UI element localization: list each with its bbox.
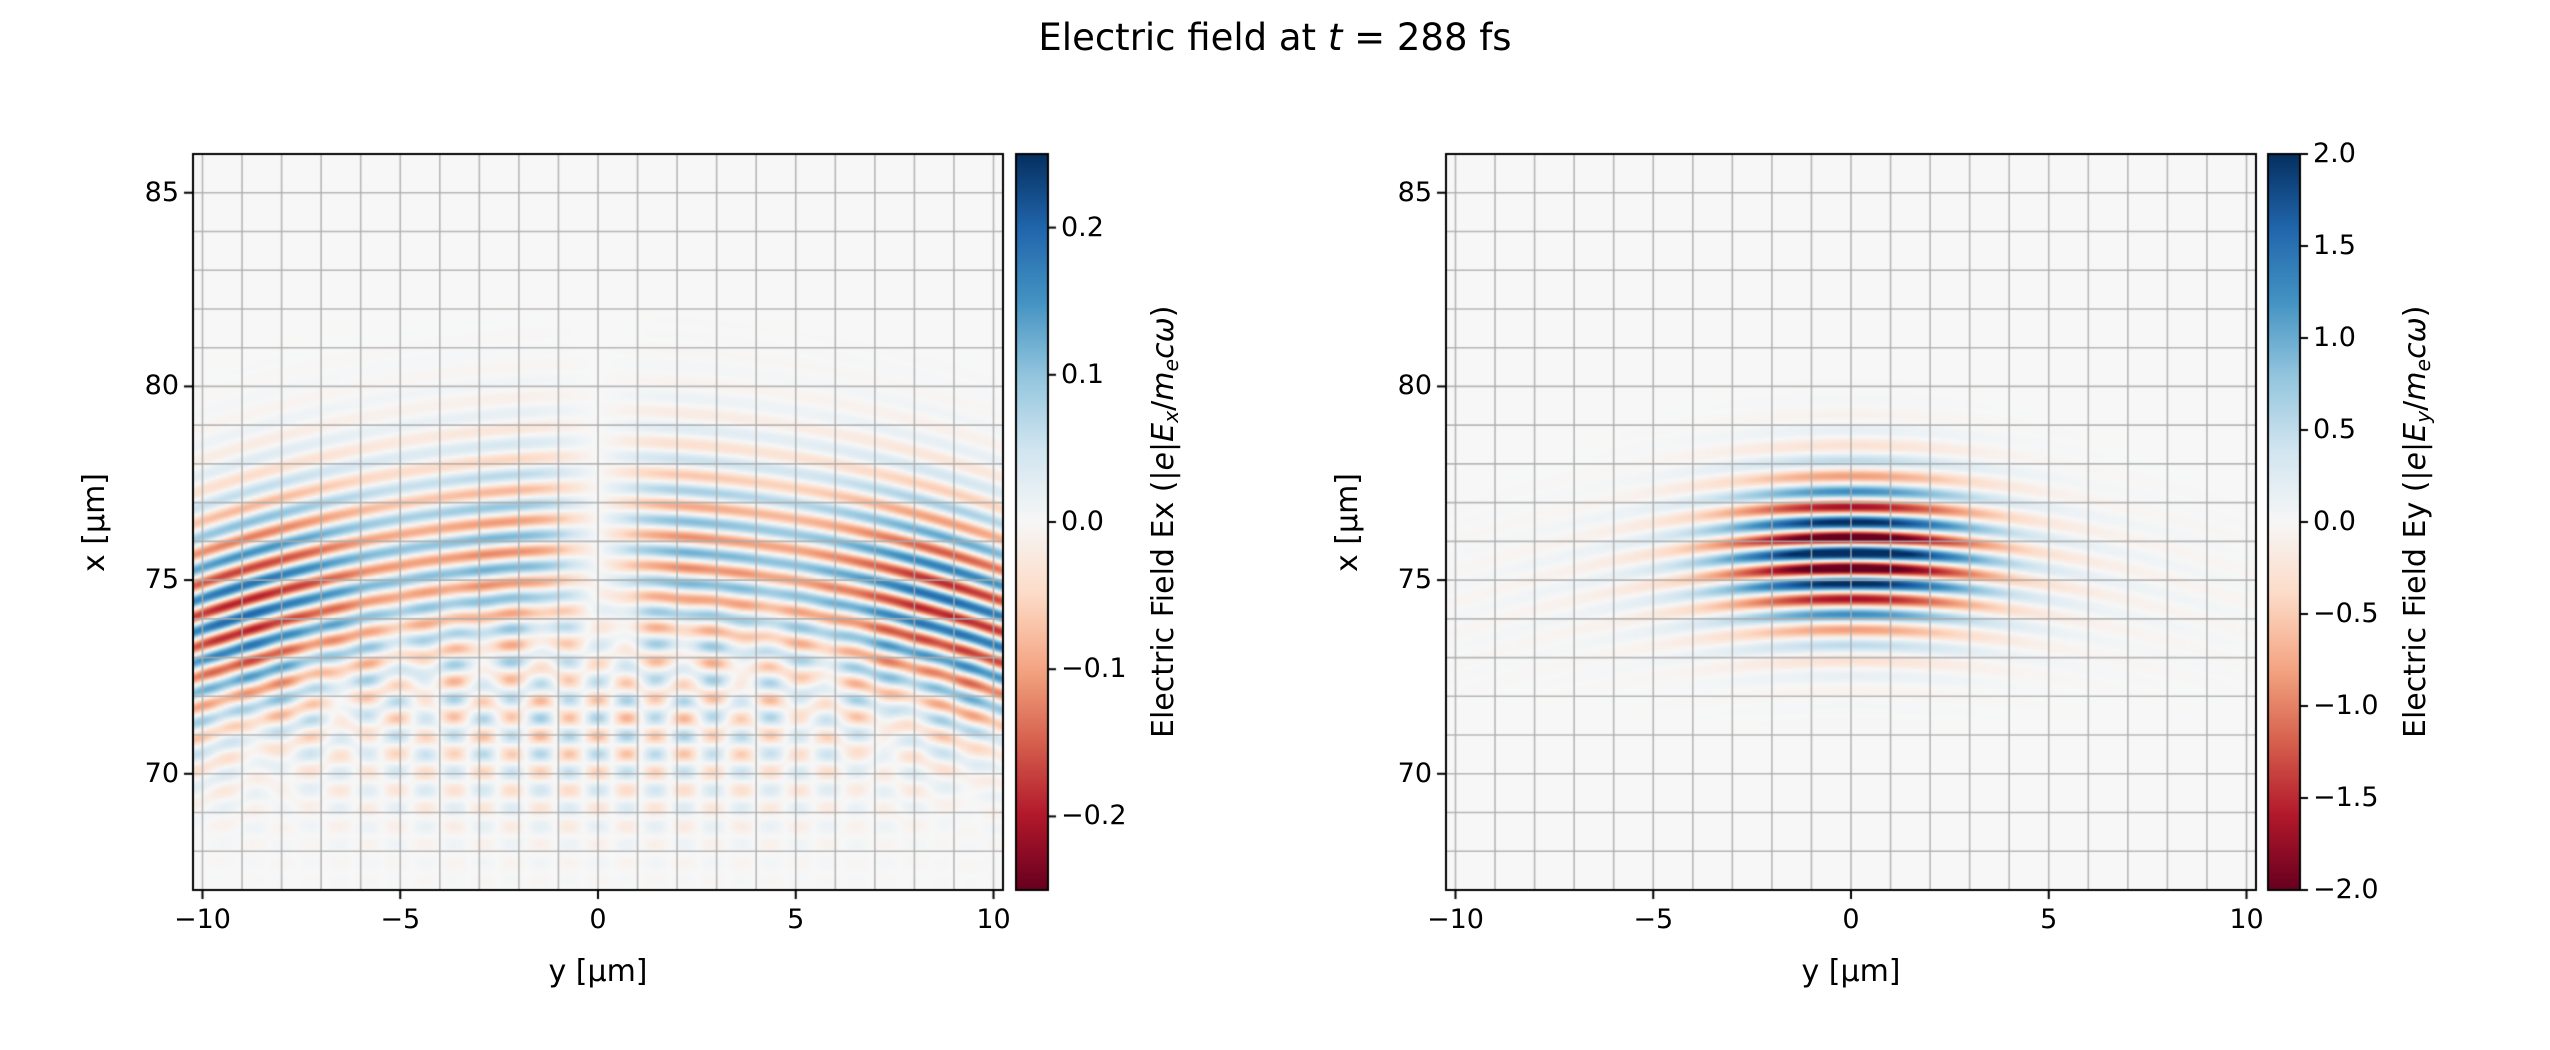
ey-colorbar-tick-label: 1.0 <box>2313 322 2356 353</box>
ex-colorbar-tick-label: 0.0 <box>1061 506 1104 537</box>
ey-colorbar-tick-label: 0.0 <box>2313 506 2356 537</box>
ey-colorbar-tick-label: −1.0 <box>2313 690 2379 721</box>
title-variable-t: t <box>1327 16 1343 59</box>
title-text-suffix: = 288 fs <box>1342 16 1512 59</box>
ex-colorbar-tick-label: −0.1 <box>1061 653 1127 685</box>
ex-y-tick-label: 85 <box>144 176 179 208</box>
ey-colorbar-label: Electric Field Ey (|e|Ey/mecω) <box>2398 305 2435 739</box>
ey-colorbar-tick-label: −0.5 <box>2313 598 2379 629</box>
ey-y-tick-label: 75 <box>1397 564 1432 596</box>
ex-y-tick-label: 75 <box>144 564 179 596</box>
ey-x-tick-label: 10 <box>2229 904 2264 935</box>
ex-x-tick-label: −10 <box>173 904 231 935</box>
ex-x-tick-label: 10 <box>976 904 1011 935</box>
ey-y-tick-label: 80 <box>1397 370 1432 402</box>
ey-x-tick-label: −5 <box>1633 904 1674 935</box>
title-text-prefix: Electric field at <box>1038 16 1328 59</box>
ey-colorbar-tick-label: −2.0 <box>2313 874 2379 905</box>
ey-colorbar-tick-label: 2.0 <box>2313 138 2356 169</box>
ey-x-axis-label: y [μm] <box>1801 954 1901 989</box>
ex-colorbar-tick-label: 0.2 <box>1061 211 1104 243</box>
ex-x-tick-label: 0 <box>589 904 607 935</box>
ex-x-tick-label: 5 <box>787 904 805 935</box>
ey-colorbar-tick-label: 1.5 <box>2313 230 2356 261</box>
ex-y-tick-label: 70 <box>144 757 179 789</box>
ex-colorbar-tick-label: 0.1 <box>1061 358 1104 390</box>
ey-x-tick-label: −10 <box>1426 904 1484 935</box>
ey-colorbar-tick-label: 0.5 <box>2313 414 2356 445</box>
ey-x-tick-label: 0 <box>1842 904 1860 935</box>
ey-y-tick-label: 70 <box>1397 757 1432 789</box>
ex-colorbar-label: Electric Field Ex (|e|Ex/mecω) <box>1146 305 1183 739</box>
ey-colorbar-tick-label: −1.5 <box>2313 782 2379 813</box>
figure-title: Electric field at t = 288 fs <box>0 16 2550 59</box>
ex-y-tick-label: 80 <box>144 370 179 402</box>
ey-y-tick-label: 85 <box>1397 176 1432 208</box>
ex-x-tick-label: −5 <box>380 904 421 935</box>
ex-x-axis-label: y [μm] <box>548 954 648 989</box>
ey-x-tick-label: 5 <box>2040 904 2058 935</box>
ex-colorbar-tick-label: −0.2 <box>1061 800 1127 832</box>
